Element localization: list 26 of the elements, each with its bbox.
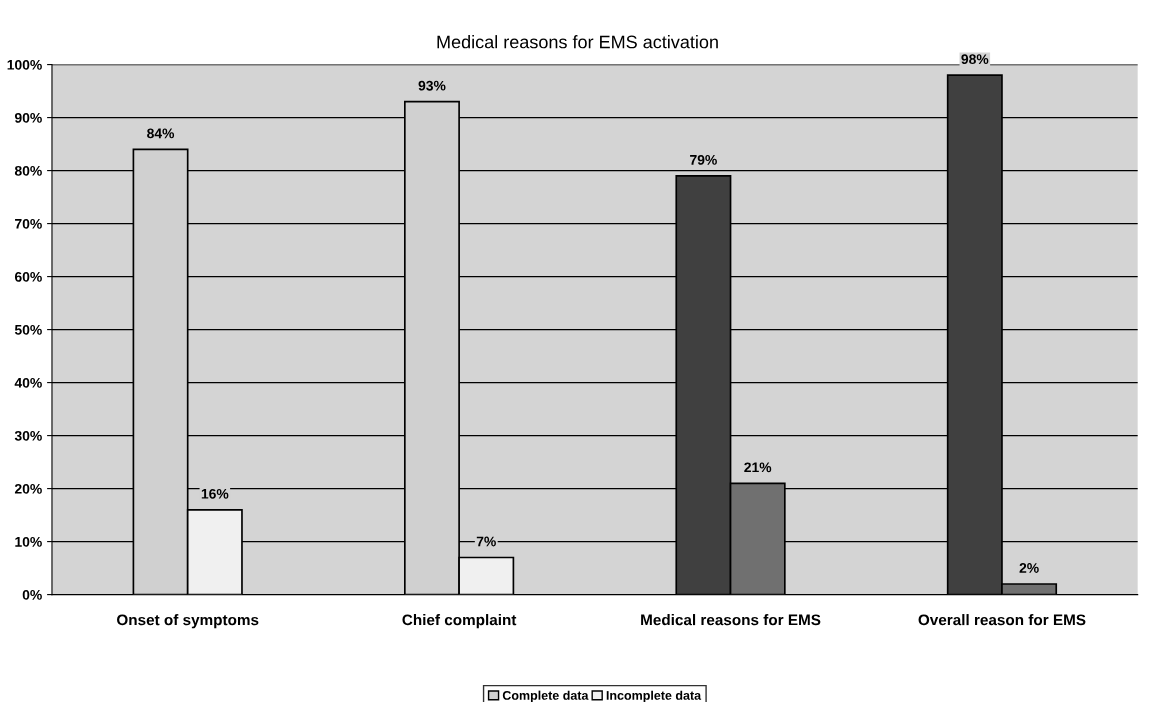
y-tick-label: 50%: [14, 324, 42, 335]
data-label: 84%: [147, 128, 175, 139]
data-label: 93%: [418, 80, 446, 91]
chart-title: Medical reasons for EMS activation: [437, 35, 718, 49]
y-tick-label: 10%: [15, 536, 42, 547]
y-tick-label: 30%: [14, 430, 42, 441]
y-tick-label: 70%: [15, 218, 42, 229]
data-label: 79%: [690, 154, 717, 165]
data-label: 16%: [201, 488, 229, 499]
data-label: 21%: [744, 462, 772, 473]
y-tick-label: 40%: [14, 377, 42, 388]
data-label: 98%: [961, 54, 989, 65]
y-tick-label: 90%: [14, 112, 42, 123]
y-tick-label: 80%: [14, 165, 42, 176]
legend-label: Complete data: [502, 690, 589, 702]
x-tick-label: Chief complaint: [402, 614, 517, 629]
legend-label: Incomplete data: [606, 690, 702, 702]
y-tick-label: 0%: [22, 589, 42, 600]
y-tick-label: 60%: [14, 271, 42, 282]
x-tick-label: Onset of symptoms: [117, 614, 259, 629]
data-label: 7%: [476, 536, 496, 547]
x-tick-label: Medical reasons for EMS: [641, 614, 821, 626]
x-tick-label: Overall reason for EMS: [918, 614, 1086, 626]
y-tick-label: 100%: [7, 59, 42, 70]
y-tick-label: 20%: [14, 483, 42, 494]
data-label: 2%: [1019, 563, 1039, 573]
